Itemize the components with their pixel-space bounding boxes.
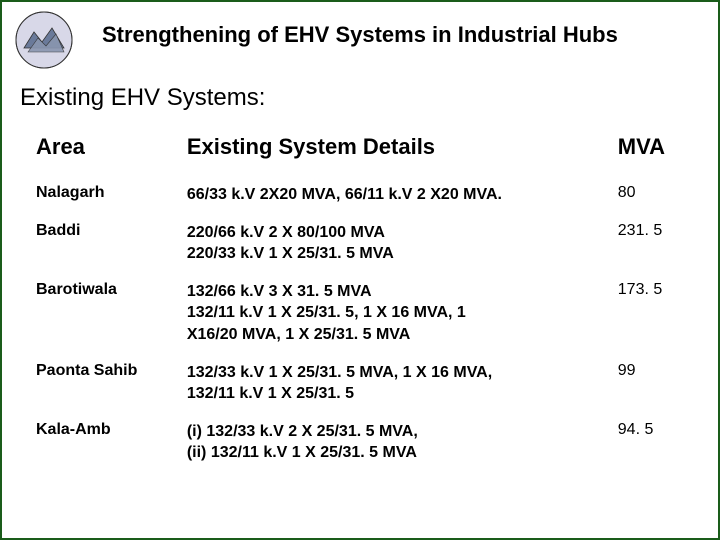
cell-mva: 173. 5	[612, 273, 698, 354]
table-row: Paonta Sahib 132/33 k.V 1 X 25/31. 5 MVA…	[30, 354, 698, 413]
table-row: Nalagarh 66/33 k.V 2X20 MVA, 66/11 k.V 2…	[30, 176, 698, 214]
cell-area: Barotiwala	[30, 273, 181, 354]
cell-details: 132/66 k.V 3 X 31. 5 MVA 132/11 k.V 1 X …	[181, 273, 612, 354]
cell-details: (i) 132/33 k.V 2 X 25/31. 5 MVA, (ii) 13…	[181, 413, 612, 472]
cell-area: Nalagarh	[30, 176, 181, 214]
org-logo	[14, 10, 74, 70]
cell-details: 220/66 k.V 2 X 80/100 MVA 220/33 k.V 1 X…	[181, 214, 612, 273]
col-header-area: Area	[30, 122, 181, 176]
cell-mva: 94. 5	[612, 413, 698, 472]
cell-area: Kala-Amb	[30, 413, 181, 472]
cell-details: 132/33 k.V 1 X 25/31. 5 MVA, 1 X 16 MVA,…	[181, 354, 612, 413]
col-header-details: Existing System Details	[181, 122, 612, 176]
cell-mva: 99	[612, 354, 698, 413]
ehv-table: Area Existing System Details MVA Nalagar…	[30, 122, 698, 472]
table-row: Baddi 220/66 k.V 2 X 80/100 MVA 220/33 k…	[30, 214, 698, 273]
section-subtitle: Existing EHV Systems:	[20, 84, 265, 112]
cell-details: 66/33 k.V 2X20 MVA, 66/11 k.V 2 X20 MVA.	[181, 176, 612, 214]
table-row: Barotiwala 132/66 k.V 3 X 31. 5 MVA 132/…	[30, 273, 698, 354]
table-row: Kala-Amb (i) 132/33 k.V 2 X 25/31. 5 MVA…	[30, 413, 698, 472]
cell-area: Baddi	[30, 214, 181, 273]
page-title: Strengthening of EHV Systems in Industri…	[102, 22, 706, 48]
ehv-table-container: Area Existing System Details MVA Nalagar…	[30, 122, 698, 472]
table-header-row: Area Existing System Details MVA	[30, 122, 698, 176]
cell-mva: 231. 5	[612, 214, 698, 273]
cell-area: Paonta Sahib	[30, 354, 181, 413]
col-header-mva: MVA	[612, 122, 698, 176]
cell-mva: 80	[612, 176, 698, 214]
